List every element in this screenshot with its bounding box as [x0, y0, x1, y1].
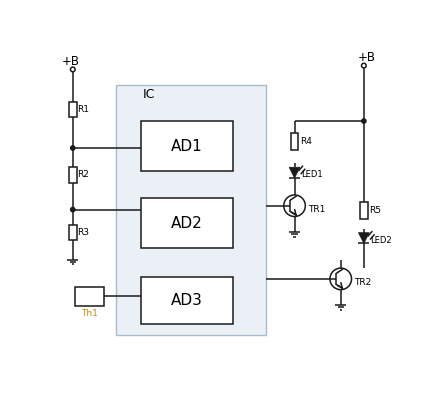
Text: R1: R1 — [78, 105, 89, 114]
Bar — [75, 286, 104, 306]
Bar — [69, 167, 77, 183]
Text: AD3: AD3 — [171, 293, 203, 308]
Text: R2: R2 — [78, 170, 89, 180]
Circle shape — [362, 119, 366, 123]
Circle shape — [71, 207, 75, 212]
Text: TR1: TR1 — [307, 205, 325, 214]
Bar — [69, 102, 77, 117]
Text: LED1: LED1 — [301, 170, 322, 180]
Polygon shape — [289, 167, 300, 178]
Text: AD1: AD1 — [171, 138, 203, 154]
Text: +B: +B — [62, 55, 80, 68]
Bar — [69, 225, 77, 240]
Text: TR2: TR2 — [354, 278, 371, 287]
Text: AD2: AD2 — [171, 215, 203, 231]
Text: IC: IC — [143, 87, 155, 101]
Bar — [141, 121, 233, 171]
Bar — [291, 132, 298, 150]
Text: Th1: Th1 — [81, 309, 98, 318]
Bar — [141, 198, 233, 248]
Bar — [116, 85, 266, 335]
Bar — [141, 277, 233, 324]
Polygon shape — [358, 233, 369, 243]
Text: LED2: LED2 — [370, 236, 392, 245]
Text: R3: R3 — [78, 228, 89, 237]
Text: R4: R4 — [300, 136, 312, 146]
Text: +B: +B — [358, 51, 376, 63]
Circle shape — [71, 146, 75, 150]
Text: R5: R5 — [369, 206, 381, 215]
Bar — [360, 202, 367, 219]
